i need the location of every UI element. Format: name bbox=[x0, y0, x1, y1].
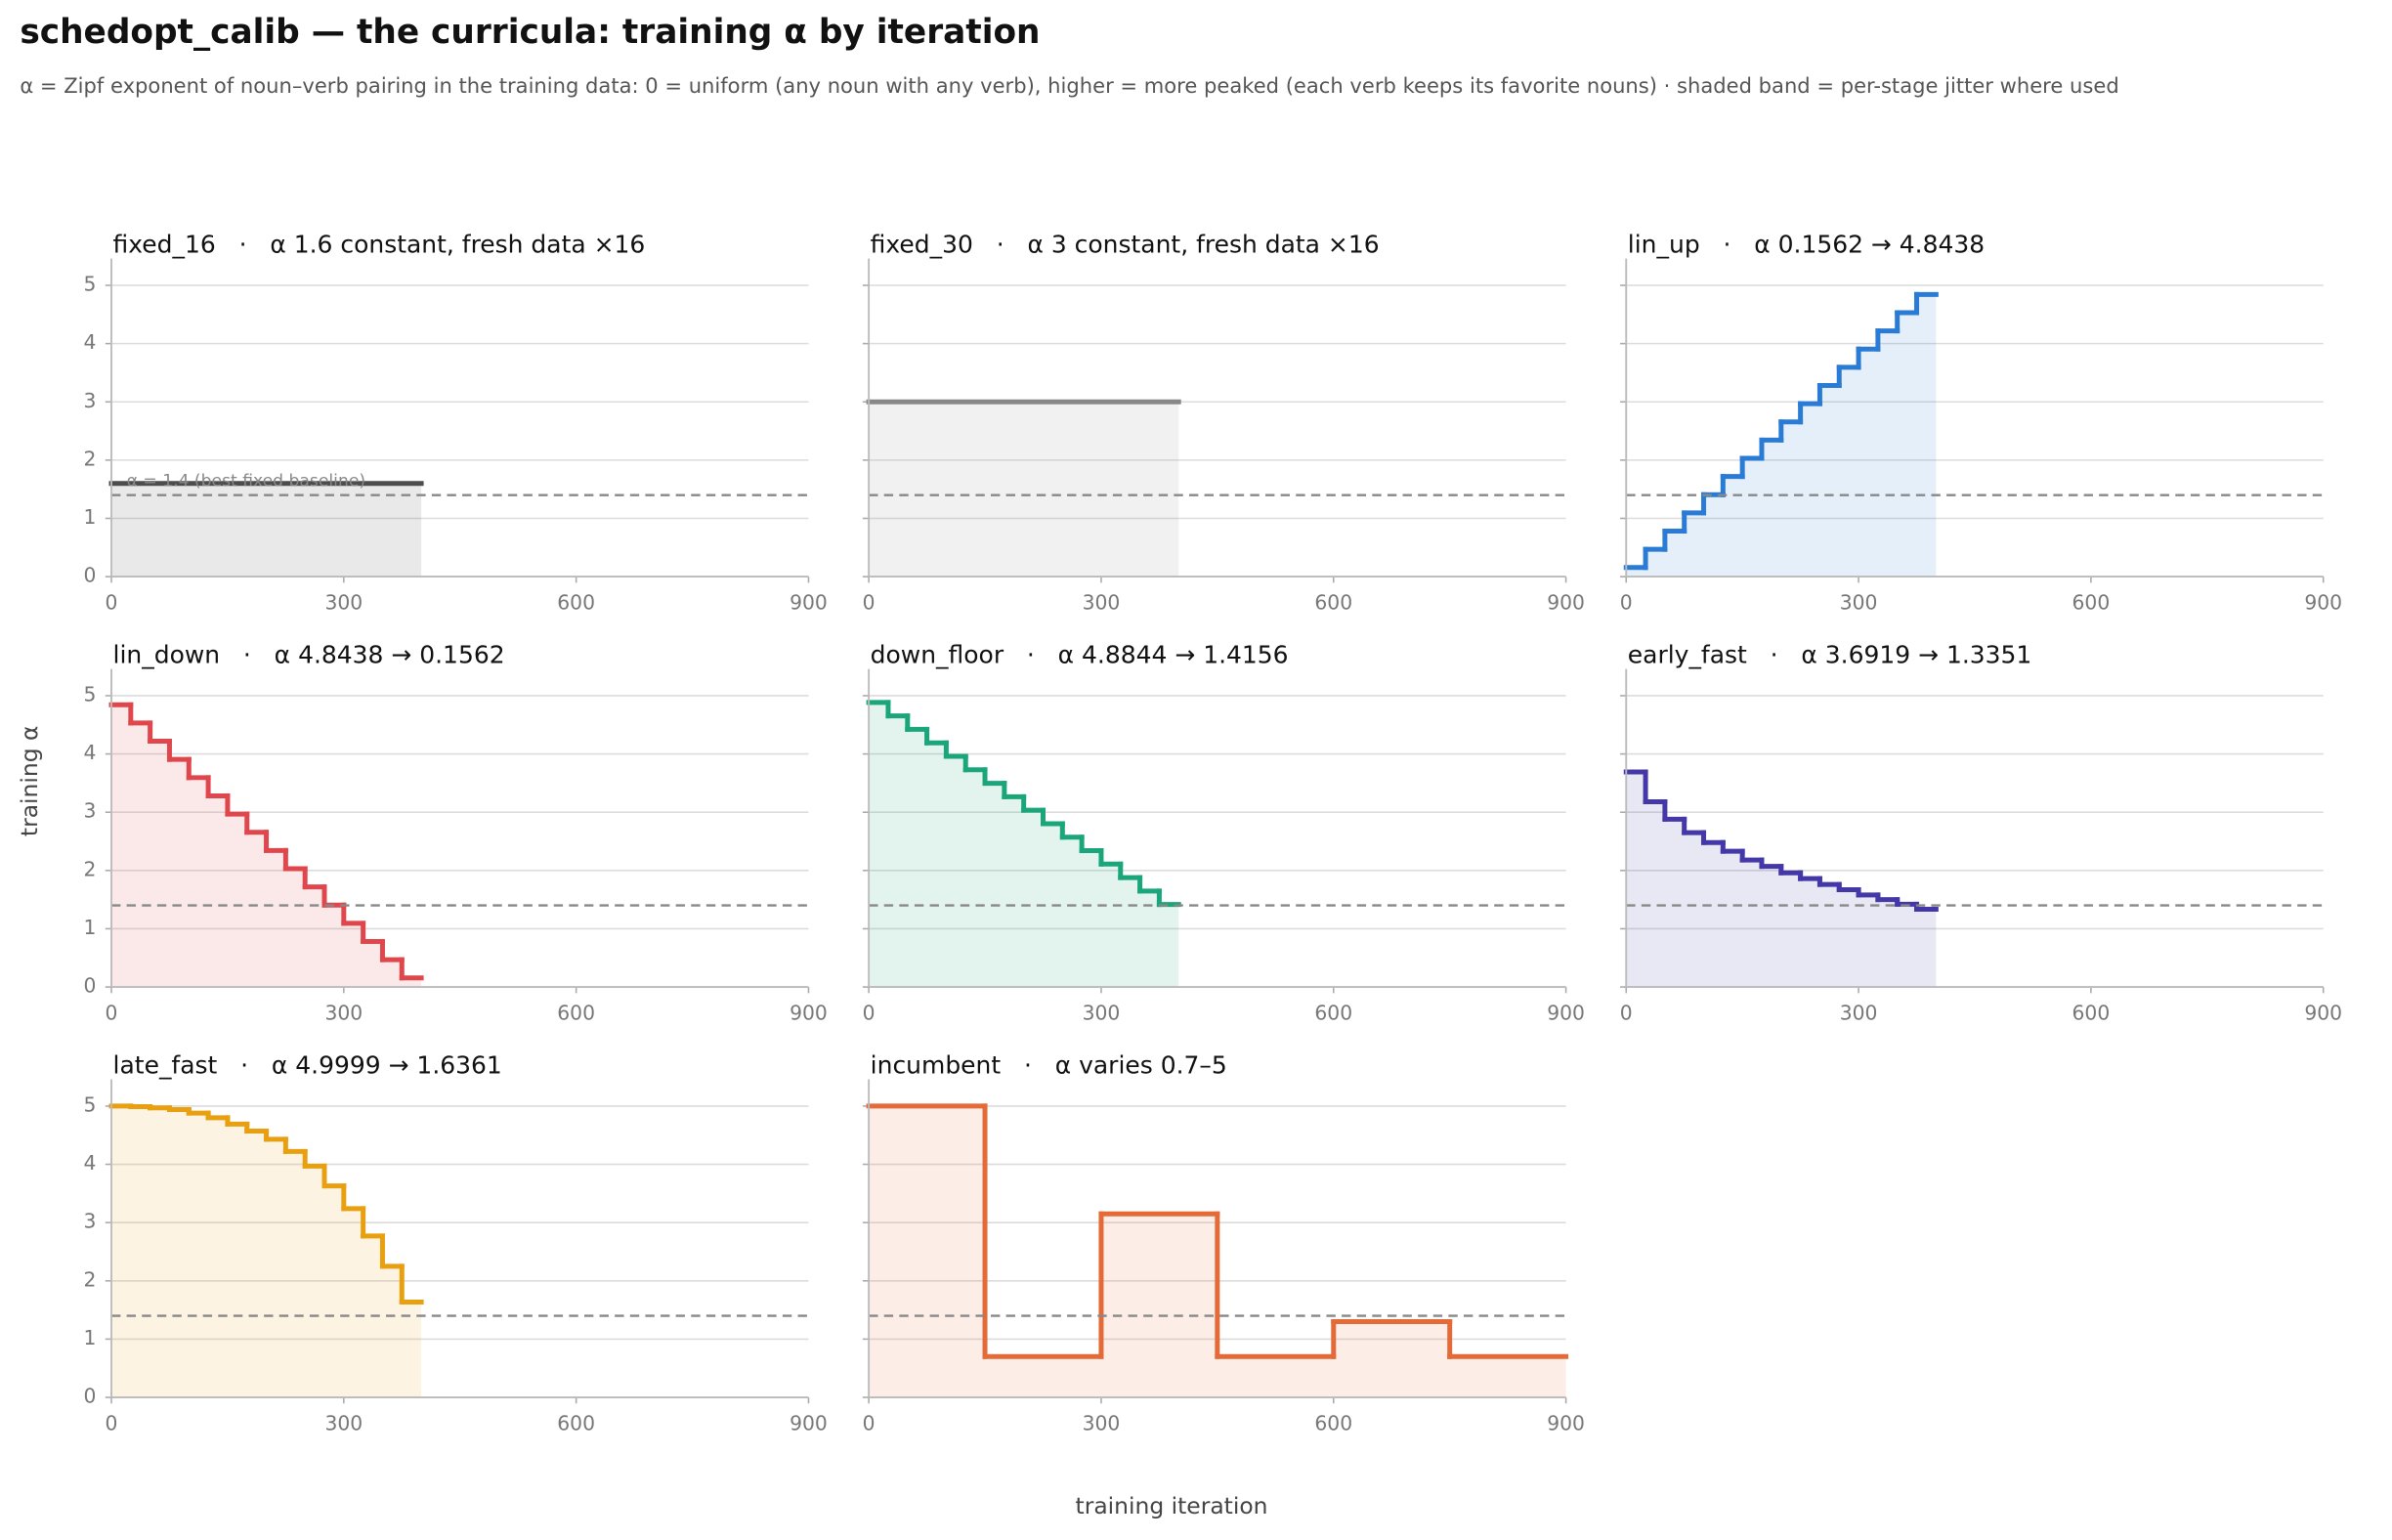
y-tick-label: 2 bbox=[83, 857, 96, 880]
shade bbox=[111, 483, 422, 578]
panel-title: fixed_30 · α 3 constant, fresh data ×16 bbox=[871, 230, 1380, 258]
y-tick-label: 1 bbox=[83, 505, 96, 529]
x-tick-label: 900 bbox=[1547, 1002, 1585, 1025]
panel-title: lin_down · α 4.8438 → 0.1562 bbox=[113, 640, 505, 668]
y-tick-label: 5 bbox=[83, 1092, 96, 1116]
x-tick-label: 0 bbox=[863, 1002, 876, 1025]
x-tick-label: 300 bbox=[1840, 591, 1878, 615]
shade bbox=[869, 702, 1179, 988]
shade bbox=[1626, 771, 1937, 988]
panel-title: early_fast · α 3.6919 → 1.3351 bbox=[1628, 640, 2031, 668]
x-tick-label: 900 bbox=[1547, 591, 1585, 615]
y-tick-label: 3 bbox=[83, 389, 96, 412]
x-tick-label: 300 bbox=[324, 1002, 363, 1025]
x-tick-label: 900 bbox=[1547, 1412, 1585, 1435]
x-tick-label: 900 bbox=[790, 591, 828, 615]
y-tick-label: 5 bbox=[83, 682, 96, 706]
x-axis-label: training iteration bbox=[1076, 1492, 1268, 1519]
x-tick-label: 600 bbox=[2072, 1002, 2111, 1025]
shade bbox=[111, 1105, 422, 1398]
annotation: α = 1.4 (best fixed baseline) bbox=[127, 472, 365, 492]
x-tick-label: 0 bbox=[106, 591, 118, 615]
figure-subtitle: α = Zipf exponent of noun–verb pairing i… bbox=[20, 73, 2118, 98]
y-tick-label: 4 bbox=[83, 330, 96, 354]
shade bbox=[869, 402, 1179, 578]
x-tick-label: 300 bbox=[1083, 1002, 1121, 1025]
x-tick-label: 600 bbox=[1314, 1412, 1352, 1435]
figure-title: schedopt_calib — the curricula: training… bbox=[20, 13, 1040, 52]
y-tick-label: 3 bbox=[83, 799, 96, 823]
y-tick-label: 4 bbox=[83, 741, 96, 764]
y-tick-label: 2 bbox=[83, 1267, 96, 1291]
x-tick-label: 0 bbox=[863, 1412, 876, 1435]
x-tick-label: 0 bbox=[106, 1412, 118, 1435]
x-tick-label: 300 bbox=[1840, 1002, 1878, 1025]
x-tick-label: 600 bbox=[557, 1412, 595, 1435]
x-tick-label: 300 bbox=[1083, 1412, 1121, 1435]
x-tick-label: 600 bbox=[557, 591, 595, 615]
y-tick-label: 4 bbox=[83, 1151, 96, 1175]
y-tick-label: 1 bbox=[83, 916, 96, 939]
x-tick-label: 600 bbox=[1314, 1002, 1352, 1025]
y-tick-label: 0 bbox=[83, 564, 96, 587]
panel-title: late_fast · α 4.9999 → 1.6361 bbox=[113, 1050, 502, 1079]
y-tick-label: 5 bbox=[83, 273, 96, 296]
x-tick-label: 0 bbox=[863, 591, 876, 615]
x-tick-label: 600 bbox=[2072, 591, 2111, 615]
x-tick-label: 0 bbox=[1620, 591, 1633, 615]
x-tick-label: 900 bbox=[790, 1412, 828, 1435]
y-tick-label: 0 bbox=[83, 1385, 96, 1408]
x-tick-label: 0 bbox=[1620, 1002, 1633, 1025]
x-tick-label: 600 bbox=[1314, 591, 1352, 615]
x-tick-label: 900 bbox=[790, 1002, 828, 1025]
y-tick-label: 1 bbox=[83, 1326, 96, 1349]
panel-title: down_floor · α 4.8844 → 1.4156 bbox=[871, 640, 1289, 668]
x-tick-label: 600 bbox=[557, 1002, 595, 1025]
panel-title: fixed_16 · α 1.6 constant, fresh data ×1… bbox=[113, 230, 646, 258]
panel-title: lin_up · α 0.1562 → 4.8438 bbox=[1628, 230, 1985, 258]
x-tick-label: 900 bbox=[2304, 591, 2342, 615]
y-tick-label: 0 bbox=[83, 974, 96, 998]
x-tick-label: 900 bbox=[2304, 1002, 2342, 1025]
panel-title: incumbent · α varies 0.7–5 bbox=[871, 1050, 1227, 1079]
x-tick-label: 300 bbox=[324, 1412, 363, 1435]
y-tick-label: 3 bbox=[83, 1210, 96, 1233]
x-tick-label: 300 bbox=[324, 591, 363, 615]
y-tick-label: 2 bbox=[83, 447, 96, 470]
x-tick-label: 300 bbox=[1083, 591, 1121, 615]
y-axis-label: training α bbox=[16, 726, 43, 837]
x-tick-label: 0 bbox=[106, 1002, 118, 1025]
